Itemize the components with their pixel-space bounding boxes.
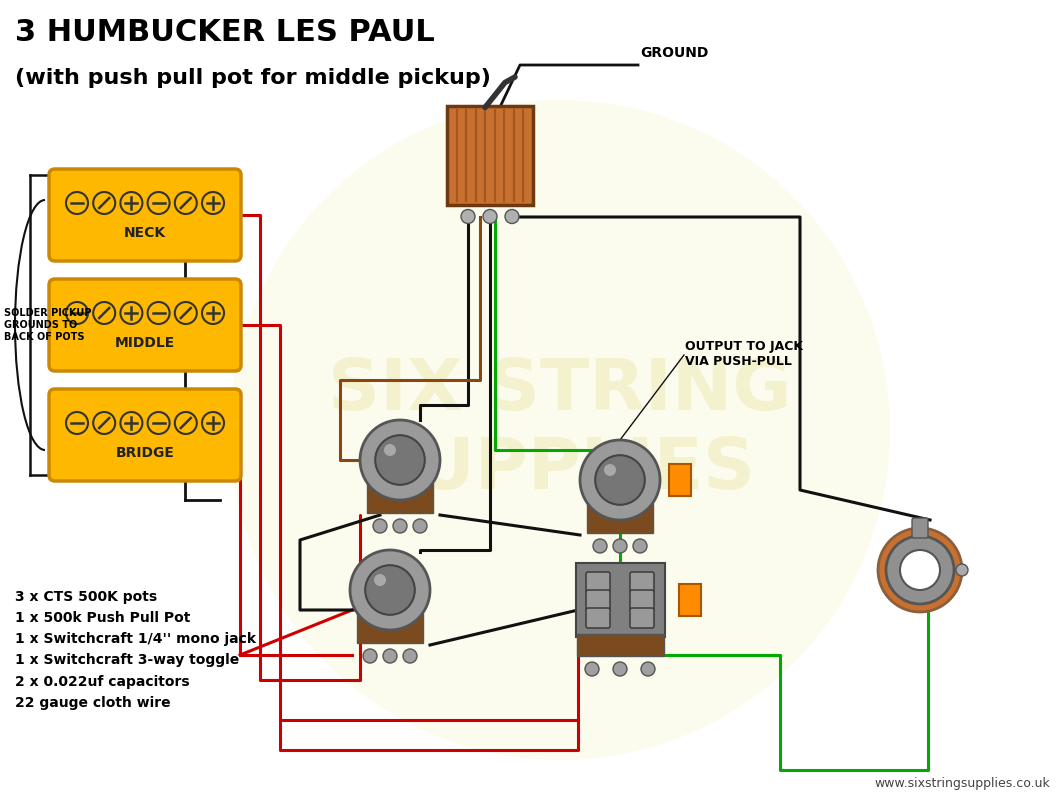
- Circle shape: [384, 444, 396, 456]
- FancyBboxPatch shape: [447, 106, 533, 205]
- Circle shape: [613, 539, 627, 553]
- FancyBboxPatch shape: [49, 169, 242, 261]
- Circle shape: [878, 528, 962, 612]
- Circle shape: [350, 550, 430, 630]
- Circle shape: [461, 210, 475, 223]
- FancyBboxPatch shape: [586, 608, 610, 628]
- FancyBboxPatch shape: [630, 608, 654, 628]
- FancyBboxPatch shape: [587, 503, 653, 533]
- Text: NECK: NECK: [123, 226, 166, 240]
- Circle shape: [413, 519, 427, 533]
- Circle shape: [363, 649, 377, 663]
- Bar: [679, 584, 701, 616]
- Circle shape: [230, 100, 890, 760]
- Text: MIDDLE: MIDDLE: [115, 336, 176, 350]
- FancyBboxPatch shape: [367, 483, 433, 513]
- FancyBboxPatch shape: [630, 590, 654, 610]
- Text: 3 x CTS 500K pots
1 x 500k Push Pull Pot
1 x Switchcraft 1/4'' mono jack
1 x Swi: 3 x CTS 500K pots 1 x 500k Push Pull Pot…: [15, 590, 256, 710]
- Circle shape: [955, 564, 968, 576]
- Circle shape: [593, 539, 606, 553]
- Circle shape: [900, 550, 940, 590]
- Circle shape: [383, 649, 397, 663]
- Text: SOLDER PICKUP
GROUNDS TO
BACK OF POTS: SOLDER PICKUP GROUNDS TO BACK OF POTS: [4, 308, 92, 342]
- FancyBboxPatch shape: [49, 389, 242, 481]
- Text: BRIDGE: BRIDGE: [116, 446, 174, 460]
- Text: www.sixstringsupplies.co.uk: www.sixstringsupplies.co.uk: [875, 777, 1050, 790]
- Text: 3 HUMBUCKER LES PAUL: 3 HUMBUCKER LES PAUL: [15, 18, 435, 47]
- Circle shape: [360, 420, 440, 500]
- Circle shape: [403, 649, 417, 663]
- Text: OUTPUT TO JACK
VIA PUSH-PULL: OUTPUT TO JACK VIA PUSH-PULL: [685, 340, 803, 368]
- FancyBboxPatch shape: [586, 572, 610, 592]
- FancyBboxPatch shape: [912, 518, 928, 538]
- Text: GROUND: GROUND: [641, 46, 709, 60]
- Circle shape: [604, 464, 616, 476]
- Circle shape: [595, 455, 645, 505]
- FancyBboxPatch shape: [577, 634, 664, 656]
- Circle shape: [505, 210, 519, 223]
- FancyBboxPatch shape: [576, 563, 665, 637]
- Circle shape: [376, 435, 425, 485]
- Circle shape: [483, 210, 497, 223]
- Circle shape: [613, 662, 627, 676]
- Circle shape: [886, 536, 954, 604]
- FancyBboxPatch shape: [358, 613, 423, 643]
- Circle shape: [365, 565, 415, 614]
- Circle shape: [393, 519, 408, 533]
- FancyBboxPatch shape: [630, 572, 654, 592]
- Circle shape: [375, 574, 386, 586]
- Circle shape: [373, 519, 387, 533]
- FancyBboxPatch shape: [49, 279, 242, 371]
- Circle shape: [585, 662, 599, 676]
- Bar: [669, 464, 691, 496]
- Circle shape: [641, 662, 655, 676]
- Text: (with push pull pot for middle pickup): (with push pull pot for middle pickup): [15, 68, 491, 88]
- Circle shape: [580, 440, 660, 520]
- Text: SIX STRING
SUPPLIES: SIX STRING SUPPLIES: [328, 355, 792, 504]
- Circle shape: [633, 539, 647, 553]
- FancyBboxPatch shape: [586, 590, 610, 610]
